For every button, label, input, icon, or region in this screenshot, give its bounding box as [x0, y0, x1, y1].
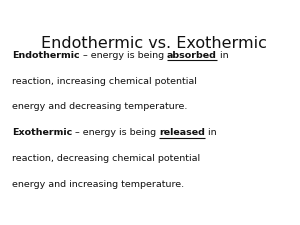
Text: Endothermic: Endothermic: [12, 51, 80, 60]
Text: – energy is being: – energy is being: [72, 128, 159, 137]
Text: reaction, decreasing chemical potential: reaction, decreasing chemical potential: [12, 154, 200, 163]
Text: – energy is being: – energy is being: [80, 51, 167, 60]
Text: in: in: [205, 128, 217, 137]
Text: absorbed: absorbed: [167, 51, 217, 60]
Text: Endothermic vs. Exothermic: Endothermic vs. Exothermic: [41, 36, 267, 51]
Text: energy and decreasing temperature.: energy and decreasing temperature.: [12, 102, 188, 111]
Text: released: released: [159, 128, 205, 137]
Text: in: in: [217, 51, 228, 60]
Text: energy and increasing temperature.: energy and increasing temperature.: [12, 180, 184, 189]
Text: reaction, increasing chemical potential: reaction, increasing chemical potential: [12, 76, 197, 86]
Text: Exothermic: Exothermic: [12, 128, 72, 137]
